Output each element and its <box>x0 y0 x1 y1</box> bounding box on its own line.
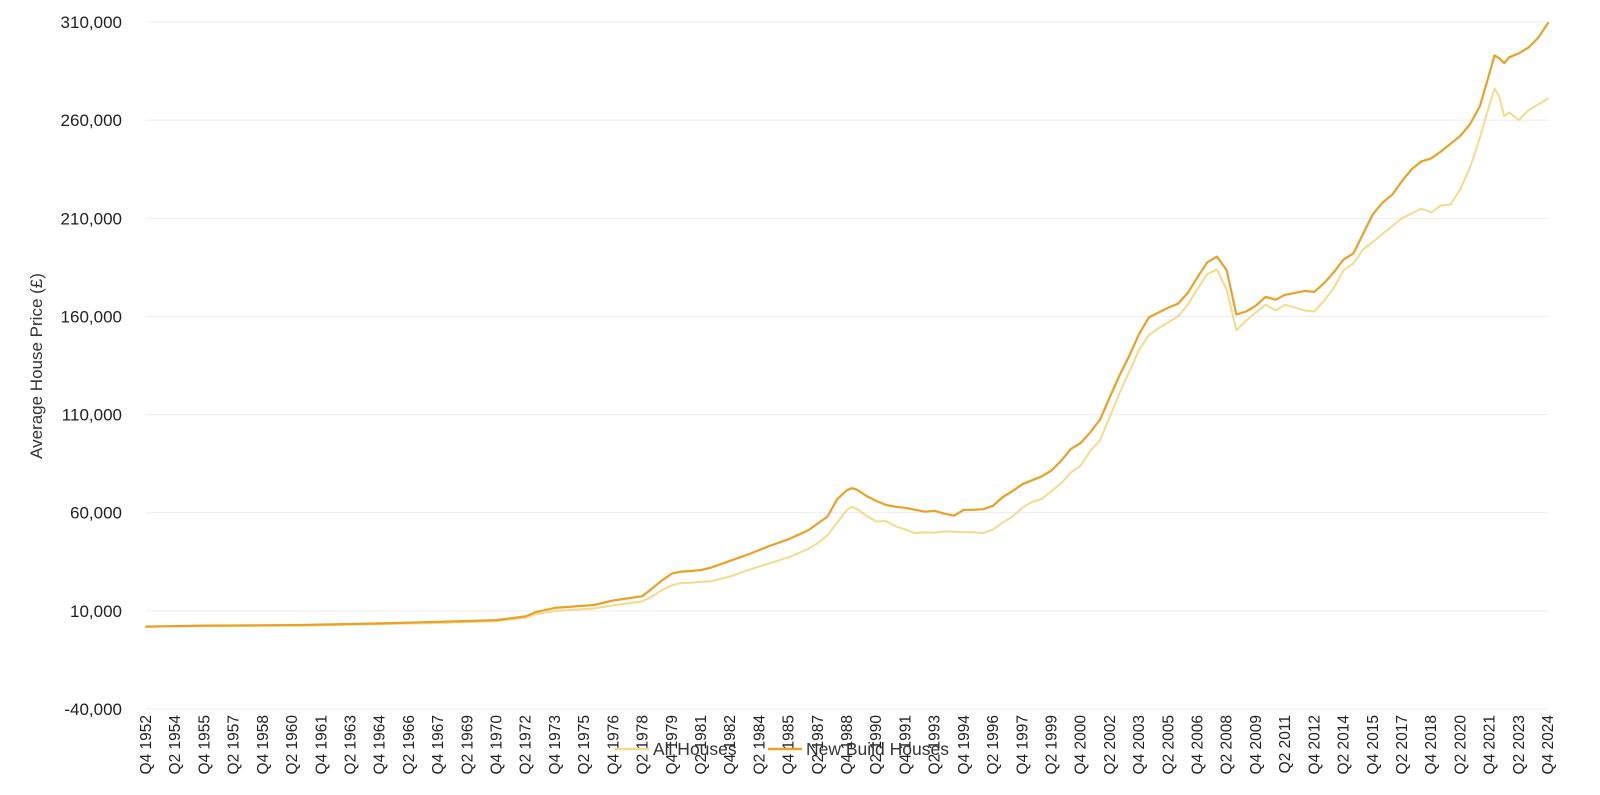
x-tick-label: Q4 2009 <box>1248 715 1265 774</box>
x-tick-label: Q4 2003 <box>1131 715 1148 774</box>
x-tick-label: Q4 1955 <box>196 715 213 774</box>
x-tick-label: Q4 1979 <box>664 715 681 774</box>
y-tick-label: 210,000 <box>61 209 122 228</box>
legend: All Houses New Build Houses <box>615 739 949 759</box>
x-tick-label: Q2 2008 <box>1219 715 1236 774</box>
x-tick-label: Q4 1976 <box>605 715 622 774</box>
x-tick-label: Q2 1978 <box>635 715 652 774</box>
y-tick-label: -40,000 <box>64 700 122 719</box>
x-tick-label: Q2 2005 <box>1160 715 1177 774</box>
x-tick-label: Q2 2011 <box>1277 715 1294 773</box>
gridlines <box>146 21 1548 710</box>
x-tick-label: Q2 1984 <box>751 715 768 775</box>
series-line-new-build-houses <box>144 21 1550 628</box>
x-tick-label: Q2 1969 <box>459 715 476 774</box>
x-tick-label: Q4 2012 <box>1306 715 1323 774</box>
legend-label: All Houses <box>653 739 737 759</box>
x-tick-label: Q2 1975 <box>576 715 593 774</box>
y-tick-label: 60,000 <box>70 504 122 523</box>
x-tick-label: Q4 2024 <box>1540 715 1557 775</box>
x-tick-label: Q2 1972 <box>518 715 535 774</box>
x-tick-label: Q2 2023 <box>1511 715 1528 774</box>
x-tick-label: Q2 1963 <box>342 715 359 774</box>
y-tick-label: 310,000 <box>61 13 122 32</box>
x-tick-label: Q4 1964 <box>372 715 389 775</box>
x-axis-ticks: Q4 1952 Q2 1954 Q4 1955 Q2 1957 Q4 1958 Q2 19… <box>138 715 1557 775</box>
x-tick-label: Q2 2017 <box>1394 715 1411 774</box>
x-tick-label: Q4 1961 <box>313 715 330 774</box>
x-tick-label: Q4 1991 <box>897 715 914 774</box>
x-tick-label: Q2 1966 <box>401 715 418 774</box>
x-tick-label: Q4 2021 <box>1482 715 1499 774</box>
x-tick-label: Q4 2000 <box>1073 715 1090 775</box>
x-tick-label: Q4 1967 <box>430 715 447 774</box>
y-tick-label: 110,000 <box>62 406 122 425</box>
x-tick-label: Q4 1994 <box>956 715 973 775</box>
x-tick-label: Q2 1990 <box>868 715 885 775</box>
x-tick-label: Q2 1996 <box>985 715 1002 774</box>
y-tick-label: 160,000 <box>61 307 122 326</box>
series-line-all-houses <box>145 87 1549 628</box>
x-tick-label: Q4 1985 <box>781 715 798 774</box>
x-tick-label: Q4 1970 <box>489 715 506 775</box>
x-tick-label: Q4 2018 <box>1423 715 1440 774</box>
x-tick-label: Q2 1999 <box>1043 715 1060 774</box>
x-tick-label: Q4 1997 <box>1014 715 1031 774</box>
x-tick-label: Q2 1993 <box>927 715 944 774</box>
x-tick-label: Q4 1958 <box>255 715 272 774</box>
x-tick-label: Q2 1987 <box>810 715 827 774</box>
x-tick-label: Q2 2014 <box>1336 715 1353 775</box>
x-tick-label: Q2 1954 <box>167 715 184 775</box>
x-tick-label: Q4 1982 <box>722 715 739 774</box>
y-tick-label: 260,000 <box>61 111 122 130</box>
x-tick-label: Q4 2015 <box>1365 715 1382 774</box>
x-tick-label: Q2 2020 <box>1452 715 1469 775</box>
x-tick-label: Q2 1960 <box>284 715 301 775</box>
legend-label: New Build Houses <box>806 739 949 759</box>
series-lines <box>144 21 1550 628</box>
y-axis-title: Average House Price (£) <box>27 273 46 459</box>
x-tick-label: Q2 1957 <box>226 715 243 774</box>
x-tick-label: Q2 1981 <box>693 715 710 774</box>
y-tick-label: 10,000 <box>70 602 122 621</box>
x-tick-label: Q4 1952 <box>138 715 155 774</box>
x-tick-label: Q4 2006 <box>1190 715 1207 774</box>
x-tick-label: Q2 2002 <box>1102 715 1119 774</box>
y-axis-ticks: -40,000 10,000 60,000 110,000 160,000 210,000… <box>61 13 122 719</box>
x-tick-label: Q4 1988 <box>839 715 856 774</box>
x-tick-label: Q4 1973 <box>547 715 564 774</box>
